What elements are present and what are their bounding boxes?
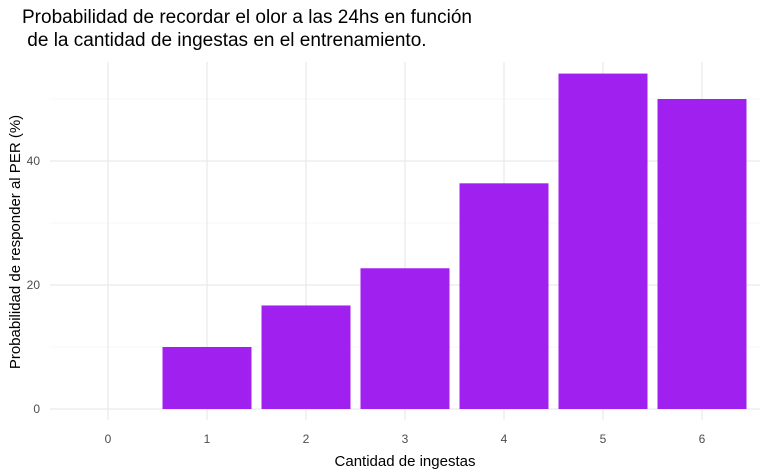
y-tick-label: 0	[33, 402, 40, 416]
y-tick-label: 20	[27, 278, 41, 292]
y-tick-labels: 0 20 40	[27, 154, 41, 416]
chart-title: Probabilidad de recordar el olor a las 2…	[22, 7, 472, 51]
x-tick-label: 5	[600, 432, 607, 446]
x-tick-label: 4	[501, 432, 508, 446]
bars	[162, 73, 747, 409]
bar-5	[558, 73, 648, 409]
bar-3	[360, 268, 450, 409]
x-tick-label: 2	[303, 432, 310, 446]
x-tick-label: 3	[402, 432, 409, 446]
x-tick-label: 0	[105, 432, 112, 446]
x-tick-label: 1	[204, 432, 211, 446]
y-tick-label: 40	[27, 154, 41, 168]
bar-2	[261, 305, 351, 409]
bar-6	[657, 99, 747, 409]
bar-4	[459, 183, 549, 409]
x-axis-title: Cantidad de ingestas	[335, 453, 476, 470]
x-tick-label: 6	[699, 432, 706, 446]
bar-1	[162, 347, 252, 409]
x-tick-labels: 0 1 2 3 4 5 6	[105, 432, 706, 446]
y-axis-title: Probabilidad de responder al PER (%)	[7, 115, 24, 369]
